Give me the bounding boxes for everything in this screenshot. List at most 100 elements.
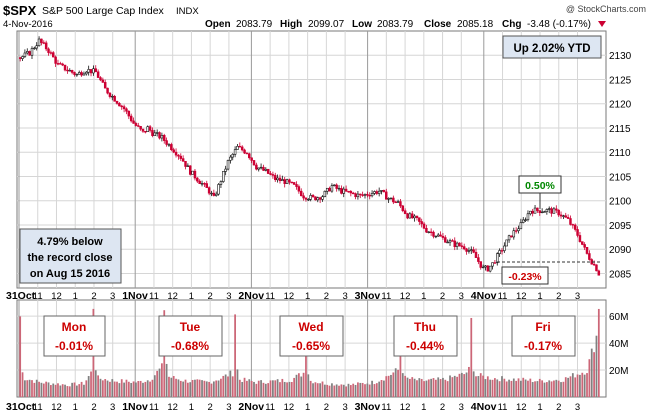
time-tick-label: 3	[226, 402, 231, 413]
down-triangle-icon	[598, 21, 606, 27]
candle-body	[351, 192, 355, 195]
volume-bar	[314, 382, 317, 397]
volume-bar	[297, 373, 300, 397]
volume-bars	[19, 308, 600, 397]
volume-bar	[550, 381, 553, 397]
candle-body	[137, 125, 140, 127]
volume-bar	[191, 379, 194, 397]
volume-bar	[286, 382, 288, 397]
time-tick-label: 2	[556, 402, 561, 413]
day-name-wed: Wed	[298, 320, 323, 334]
open-label: Open	[205, 19, 231, 30]
candle-body	[290, 181, 294, 184]
volume-bar	[203, 380, 206, 397]
chart-date: 4-Nov-2016	[3, 19, 53, 30]
volume-bar	[28, 379, 31, 397]
candle-body	[54, 56, 57, 64]
volume-bar	[50, 385, 52, 397]
volume-bar	[238, 379, 241, 397]
time-tick-label: 3	[110, 402, 115, 413]
day-box-tue: Tue -0.68%	[158, 315, 223, 357]
candle-body	[337, 187, 341, 190]
candle-body	[458, 242, 461, 247]
candle-body	[321, 196, 324, 200]
time-tick-label: 4Nov	[471, 401, 497, 413]
volume-bar	[564, 377, 567, 397]
time-tick-label: 1	[421, 402, 426, 413]
candle-body	[205, 183, 209, 188]
day-pct-mon: -0.01%	[55, 339, 93, 353]
candle-body	[439, 234, 442, 237]
time-tick-label: 1	[537, 291, 542, 302]
candle-body	[160, 135, 164, 139]
volume-bar	[463, 374, 466, 397]
candle-body	[571, 224, 575, 226]
volume-bar	[189, 382, 192, 397]
candle-body	[491, 262, 494, 267]
volume-bar	[498, 381, 501, 397]
candle-body	[349, 191, 353, 194]
volume-bar	[597, 308, 600, 397]
volume-bar	[182, 381, 185, 397]
volume-bar	[120, 379, 123, 397]
candle-body	[139, 126, 142, 130]
candle-body	[420, 221, 423, 225]
candle-body	[163, 135, 166, 141]
candle-body	[113, 95, 116, 102]
candle-body	[115, 100, 119, 104]
candle-body	[595, 264, 598, 272]
candle-body	[325, 187, 329, 192]
candle-body	[415, 215, 419, 218]
volume-bar	[451, 377, 454, 397]
volume-bar	[137, 381, 140, 397]
candle-body	[240, 146, 244, 151]
time-tick-label: 12	[400, 402, 411, 413]
volume-bar	[510, 380, 513, 397]
candle-body	[576, 229, 579, 236]
candle-body	[148, 126, 152, 131]
time-tick-label: 1	[421, 291, 426, 302]
volume-bar	[472, 371, 475, 397]
candle-body	[448, 240, 452, 243]
volume-bar	[326, 384, 329, 397]
candle-body	[484, 265, 487, 268]
time-tick-label: 4Nov	[471, 290, 497, 302]
candle-body	[309, 195, 312, 200]
candle-body	[66, 69, 69, 72]
volume-bar	[373, 384, 376, 397]
time-tick-label: 1	[305, 402, 310, 413]
volume-bar	[333, 385, 336, 397]
volume-bar	[208, 381, 211, 397]
candle-body	[375, 191, 379, 194]
price-tick-label: 2100	[609, 197, 632, 208]
candle-body	[340, 187, 343, 194]
volume-bar	[494, 378, 496, 397]
time-tick-label: 2	[440, 291, 445, 302]
volume-bar	[85, 380, 88, 397]
time-tick-label: 1	[305, 291, 310, 302]
candle-body	[80, 72, 83, 76]
time-tick-label: 2	[324, 402, 329, 413]
candle-body	[33, 47, 36, 50]
candle-body	[366, 193, 369, 196]
candle-body	[342, 188, 345, 194]
candle-body	[318, 197, 322, 200]
candle-body	[552, 208, 556, 214]
candle-body	[573, 224, 577, 230]
candle-body	[519, 222, 523, 230]
candle-body	[210, 192, 213, 195]
candle-body	[63, 64, 67, 71]
candle-body	[269, 173, 272, 175]
candle-body	[585, 246, 589, 254]
candle-body	[583, 244, 586, 248]
candle-body	[264, 168, 268, 171]
index-name: S&P 500 Large Cap Index	[42, 5, 165, 17]
volume-bar	[437, 377, 440, 397]
volume-bar	[456, 376, 458, 397]
candle-body	[188, 165, 192, 175]
candle-body	[477, 257, 480, 262]
volume-bar	[87, 376, 90, 397]
candle-body	[564, 215, 567, 218]
candle-body	[434, 235, 438, 238]
time-tick-label: 12	[51, 402, 62, 413]
